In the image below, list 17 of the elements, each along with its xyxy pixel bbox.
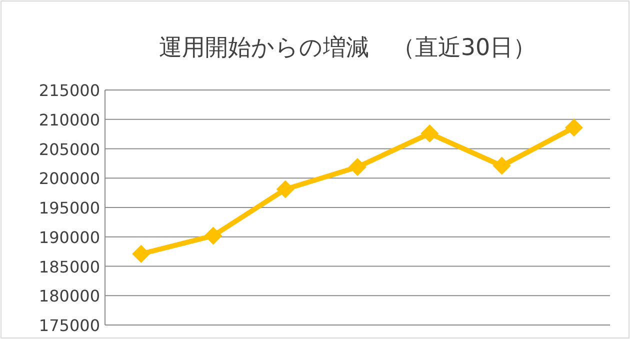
y-tick-label: 200000 — [38, 169, 100, 188]
point — [276, 180, 294, 198]
y-tick-label: 210000 — [38, 110, 100, 130]
point — [564, 118, 583, 137]
point — [492, 156, 511, 175]
y-tick-label: 185000 — [38, 257, 100, 276]
y-tick-label: 195000 — [38, 198, 100, 218]
y-tick-label: 175000 — [38, 316, 100, 335]
point — [204, 226, 222, 245]
y-tick-label: 205000 — [38, 140, 100, 159]
point — [132, 244, 150, 263]
point — [348, 158, 366, 176]
y-tick-label: 180000 — [38, 286, 100, 306]
point — [420, 124, 439, 142]
y-tick-label: 215000 — [38, 81, 100, 100]
chart-title: 運用開始からの増減 （直近30日） — [158, 35, 536, 61]
y-tick-label: 190000 — [38, 228, 100, 247]
